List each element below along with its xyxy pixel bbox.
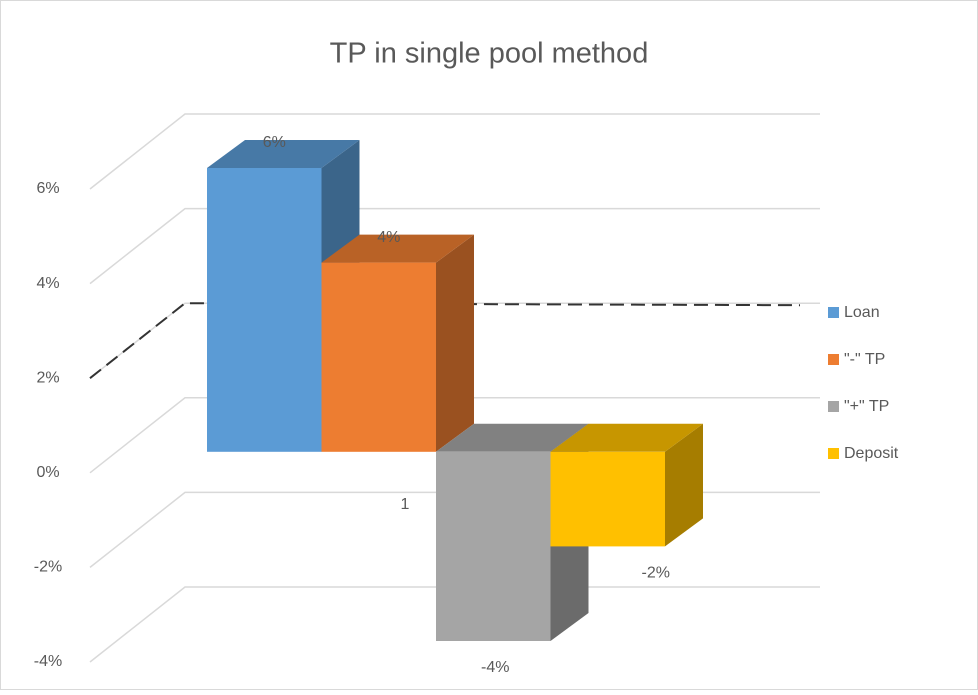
y-tick-label: 4%	[36, 275, 59, 292]
grid-line	[89, 586, 820, 663]
grid-line	[89, 302, 820, 379]
y-tick-label: 6%	[36, 180, 59, 197]
y-tick-label: 2%	[36, 369, 59, 386]
data-label: -2%	[642, 565, 670, 582]
grid-line	[89, 397, 820, 474]
bar-top	[207, 140, 360, 168]
bar-side	[665, 423, 703, 547]
reference-line	[89, 302, 801, 379]
legend-swatch	[828, 401, 839, 412]
bar-side	[436, 234, 474, 452]
bar-top	[321, 234, 474, 263]
bar	[436, 451, 551, 641]
bar-top	[436, 423, 589, 452]
legend-swatch	[828, 448, 839, 459]
data-label: -4%	[481, 659, 509, 676]
legend-label: "+" TP	[844, 398, 889, 415]
y-tick-label: -2%	[34, 559, 62, 576]
data-label: 4%	[377, 229, 400, 246]
legend-swatch	[828, 307, 839, 318]
y-tick-label: -4%	[34, 653, 62, 670]
legend-swatch	[828, 354, 839, 365]
legend-label: Loan	[844, 304, 880, 321]
y-tick-label: 0%	[36, 464, 59, 481]
grid-line	[89, 207, 820, 285]
bar	[321, 262, 436, 452]
legend-label: Deposit	[844, 445, 899, 462]
legend-label: "-" TP	[844, 351, 885, 368]
bar	[550, 451, 665, 547]
bar	[207, 168, 322, 452]
x-tick-label: 1	[401, 496, 410, 513]
bar-top	[550, 423, 703, 452]
data-label: 6%	[263, 134, 286, 151]
grid-line	[89, 113, 820, 190]
chart-title: TP in single pool method	[330, 38, 649, 70]
